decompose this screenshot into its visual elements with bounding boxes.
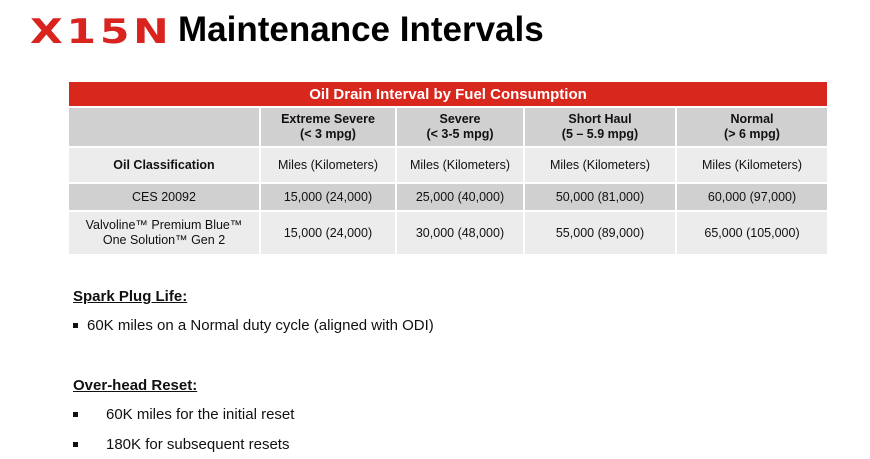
bullet-text: 60K miles on a Normal duty cycle (aligne… [87,317,434,334]
table-row-ces-20092: CES 20092 15,000 (24,000) 25,000 (40,000… [67,182,830,212]
x15n-logo: X15N [30,12,173,52]
table-cell: 15,000 (24,000) [259,182,397,212]
table-cell: 55,000 (89,000) [523,210,677,256]
column-header-line2: (5 – 5.9 mpg) [561,127,639,141]
spark-plug-bullet: 60K miles on a Normal duty cycle (aligne… [73,317,434,334]
row-label-line2: One Solution™ Gen 2 [102,233,226,247]
row-label-line1: Valvoline™ Premium Blue™ [85,218,243,232]
units-row: Oil Classification Miles (Kilometers) Mi… [67,146,830,184]
row-label-line1: CES 20092 [132,189,196,204]
table-cell: 15,000 (24,000) [259,210,397,256]
column-header-normal: Normal (> 6 mpg) [674,106,830,148]
bullet-icon [73,323,78,328]
table-cell: 65,000 (105,000) [674,210,830,256]
column-header-line2: (< 3 mpg) [300,127,356,141]
table-banner: Oil Drain Interval by Fuel Consumption [66,80,830,108]
bullet-icon [73,412,78,417]
units-cell: Miles (Kilometers) [674,146,830,184]
row-label: Valvoline™ Premium Blue™ One Solution™ G… [67,210,261,256]
table-cell: 60,000 (97,000) [674,182,830,212]
column-header-line1: Normal [730,112,774,126]
column-header-empty [67,106,261,148]
units-cell: Miles (Kilometers) [259,146,397,184]
oil-classification-label: Oil Classification [67,146,261,184]
table-cell: 25,000 (40,000) [395,182,525,212]
page-title: Maintenance Intervals [178,10,544,49]
spark-plug-heading: Spark Plug Life: [73,288,188,305]
table-row-valvoline: Valvoline™ Premium Blue™ One Solution™ G… [67,210,830,256]
bullet-text: 180K for subsequent resets [106,436,290,453]
column-header-line1: Short Haul [568,112,632,126]
column-header-line1: Severe [439,112,481,126]
column-header-row: Extreme Severe (< 3 mpg) Severe (< 3-5 m… [67,106,830,148]
oil-drain-interval-table: Oil Drain Interval by Fuel Consumption E… [66,80,830,256]
table-cell: 50,000 (81,000) [523,182,677,212]
table-banner-row: Oil Drain Interval by Fuel Consumption [66,80,830,108]
units-cell: Miles (Kilometers) [523,146,677,184]
overhead-bullet-subsequent: 180K for subsequent resets [73,436,289,453]
row-label: CES 20092 [67,182,261,212]
column-header-extreme-severe: Extreme Severe (< 3 mpg) [259,106,397,148]
overhead-bullet-initial: 60K miles for the initial reset [73,406,294,423]
units-cell: Miles (Kilometers) [395,146,525,184]
bullet-text: 60K miles for the initial reset [106,406,295,423]
column-header-line2: (< 3-5 mpg) [426,127,494,141]
table-cell: 30,000 (48,000) [395,210,525,256]
column-header-line2: (> 6 mpg) [724,127,780,141]
column-header-severe: Severe (< 3-5 mpg) [395,106,525,148]
bullet-icon [73,442,78,447]
overhead-reset-heading: Over-head Reset: [73,377,198,394]
column-header-line1: Extreme Severe [281,112,375,126]
column-header-short-haul: Short Haul (5 – 5.9 mpg) [523,106,677,148]
